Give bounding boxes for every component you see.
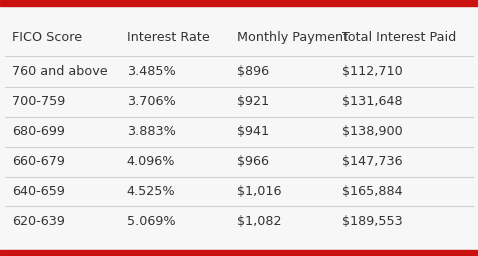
Text: $921: $921 xyxy=(237,95,269,108)
Text: 4.525%: 4.525% xyxy=(127,185,175,198)
Text: Monthly Payment: Monthly Payment xyxy=(237,31,348,44)
Text: $941: $941 xyxy=(237,125,269,138)
Text: $966: $966 xyxy=(237,155,269,168)
Text: 620-639: 620-639 xyxy=(12,215,65,228)
Text: 680-699: 680-699 xyxy=(12,125,65,138)
Text: $1,016: $1,016 xyxy=(237,185,281,198)
Text: $189,553: $189,553 xyxy=(342,215,402,228)
Text: $147,736: $147,736 xyxy=(342,155,402,168)
Bar xyxy=(0,0,478,6)
Text: Interest Rate: Interest Rate xyxy=(127,31,209,44)
Text: 4.096%: 4.096% xyxy=(127,155,175,168)
Text: 660-679: 660-679 xyxy=(12,155,65,168)
Text: $138,900: $138,900 xyxy=(342,125,402,138)
Text: Total Interest Paid: Total Interest Paid xyxy=(342,31,456,44)
Text: $896: $896 xyxy=(237,65,269,78)
Text: FICO Score: FICO Score xyxy=(12,31,82,44)
Text: 3.883%: 3.883% xyxy=(127,125,175,138)
Text: $131,648: $131,648 xyxy=(342,95,402,108)
Bar xyxy=(0,250,478,256)
Text: 700-759: 700-759 xyxy=(12,95,65,108)
Text: 3.485%: 3.485% xyxy=(127,65,175,78)
Text: 3.706%: 3.706% xyxy=(127,95,175,108)
Text: 5.069%: 5.069% xyxy=(127,215,175,228)
Text: 640-659: 640-659 xyxy=(12,185,65,198)
Text: $1,082: $1,082 xyxy=(237,215,281,228)
Text: 760 and above: 760 and above xyxy=(12,65,108,78)
Text: $165,884: $165,884 xyxy=(342,185,402,198)
Text: $112,710: $112,710 xyxy=(342,65,402,78)
